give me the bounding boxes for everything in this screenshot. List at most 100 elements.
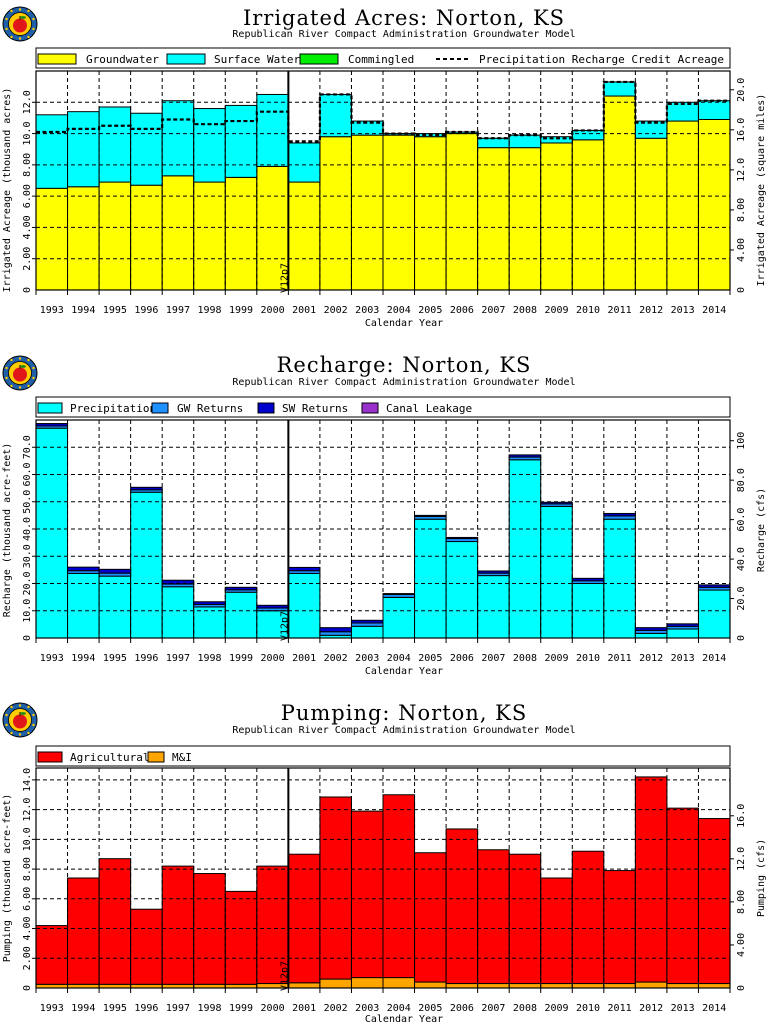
bar-agricultural-1995: [98, 858, 132, 985]
bar-groundwater-1999: [224, 176, 258, 291]
bar-precipitation-2014: [697, 589, 731, 639]
y-tick-label: 14.0: [22, 768, 33, 792]
bar-sw-returns-1999: [224, 586, 258, 591]
x-tick-label-2003: 2003: [355, 653, 379, 664]
x-axis-label: Calendar Year: [365, 666, 443, 677]
legend-swatch-commingled: [299, 53, 339, 65]
bar-mi-2003: [350, 977, 384, 989]
bar-sw-returns-2006: [445, 536, 479, 540]
bar-mi-2005: [414, 981, 447, 989]
y2-tick-label-zero: 0: [736, 985, 747, 991]
apple-logo-icon: [2, 6, 38, 42]
bar-precipitation-2012: [634, 632, 668, 639]
bar-surface-water-2008: [508, 134, 542, 149]
legend-swatch-sw-returns: [257, 402, 275, 414]
bar-precipitation-1996: [130, 491, 163, 639]
bar-surface-water-2002: [319, 93, 352, 138]
bar-groundwater-1994: [67, 186, 100, 291]
bar-precipitation-2004: [382, 596, 416, 639]
bar-agricultural-1993: [35, 925, 69, 985]
bar-surface-water-1995: [98, 106, 132, 183]
bar-groundwater-2011: [603, 95, 636, 291]
bar-agricultural-1997: [161, 865, 195, 985]
y-tick-label: 12.0: [22, 90, 33, 114]
x-tick-label-2002: 2002: [324, 1003, 348, 1014]
plot-frame: [35, 767, 731, 989]
x-tick-label-2005: 2005: [418, 653, 442, 664]
x-tick-label-1999: 1999: [229, 653, 253, 664]
x-tick-label-2014: 2014: [702, 305, 726, 316]
bar-precipitation-2008: [508, 459, 542, 639]
bar-agricultural-2013: [666, 807, 699, 985]
bar-mi-2009: [540, 983, 573, 989]
bar-mi-2014: [697, 983, 731, 989]
bar-sw-returns-2001: [287, 566, 321, 572]
x-tick-label-1993: 1993: [40, 305, 64, 316]
y2-axis-label: Pumping (cfs): [756, 839, 767, 917]
bar-groundwater-2008: [508, 147, 542, 291]
bar-precipitation-2011: [603, 518, 636, 639]
bar-mi-2002: [319, 978, 352, 989]
x-tick-label-2012: 2012: [639, 653, 663, 664]
bar-surface-water-2013: [666, 101, 699, 122]
legend-label-mi: M&I: [172, 751, 192, 764]
x-axis-label: Calendar Year: [365, 318, 443, 329]
x-tick-label-2010: 2010: [576, 1003, 600, 1014]
legend-label-groundwater: Groundwater: [86, 53, 159, 66]
bar-surface-water-2010: [571, 129, 605, 141]
legend-swatch-surface-water: [166, 53, 206, 65]
bar-sw-returns-2013: [666, 623, 699, 627]
bar-surface-water-1996: [130, 112, 163, 186]
y-tick-label: 2.00: [22, 247, 33, 271]
x-tick-label-1995: 1995: [103, 1003, 127, 1014]
y-tick-label: 8.00: [22, 857, 33, 881]
bar-surface-water-1999: [224, 104, 258, 178]
y2-tick-label: 60.0: [736, 508, 747, 532]
y2-tick-label: 4.00: [736, 933, 747, 957]
y2-tick-label: 100: [736, 432, 747, 450]
bar-sw-returns-1993: [35, 423, 69, 427]
x-tick-label-2009: 2009: [544, 653, 568, 664]
bar-sw-returns-2009: [540, 501, 573, 505]
bar-groundwater-2004: [382, 134, 416, 291]
bar-agricultural-2005: [414, 852, 447, 983]
x-tick-label-2006: 2006: [450, 305, 474, 316]
x-tick-label-1996: 1996: [134, 653, 158, 664]
y-tick-label: 6.00: [22, 887, 33, 911]
x-tick-label-2006: 2006: [450, 653, 474, 664]
x-tick-label-2001: 2001: [292, 653, 316, 664]
bar-mi-2011: [603, 983, 636, 989]
x-tick-label-2001: 2001: [292, 305, 316, 316]
bar-surface-water-2011: [603, 81, 636, 97]
bar-groundwater-2001: [287, 181, 321, 291]
bar-groundwater-2006: [445, 133, 479, 291]
x-tick-label-1997: 1997: [166, 305, 190, 316]
y-tick-label: 2.00: [22, 946, 33, 970]
x-tick-label-2008: 2008: [513, 1003, 537, 1014]
bar-agricultural-2001: [287, 853, 321, 984]
y2-tick-label: 8.00: [736, 198, 747, 222]
x-tick-label-2010: 2010: [576, 653, 600, 664]
x-tick-label-2000: 2000: [261, 1003, 285, 1014]
y-tick-label: 10.0: [22, 122, 33, 146]
x-tick-label-2003: 2003: [355, 305, 379, 316]
bar-surface-water-2001: [287, 142, 321, 183]
plot-area: [35, 420, 731, 639]
model-version-marker-label: V12p7: [279, 961, 290, 991]
bar-surface-water-1994: [67, 111, 100, 188]
x-tick-label-1996: 1996: [134, 305, 158, 316]
x-tick-label-1999: 1999: [229, 305, 253, 316]
x-tick-label-2011: 2011: [608, 653, 632, 664]
y-tick-label: 50.0: [22, 490, 33, 514]
y-tick-label: 30.0: [22, 544, 33, 568]
bar-agricultural-2010: [571, 850, 605, 985]
chart-subtitle: Republican River Compact Administration …: [232, 29, 575, 40]
y2-tick-label: 12.0: [736, 847, 747, 871]
bar-agricultural-2003: [350, 810, 384, 979]
x-tick-label-2013: 2013: [671, 305, 695, 316]
bar-sw-returns-2011: [603, 512, 636, 517]
legend-box: [35, 745, 731, 767]
y-axis-label: Irrigated Acreage (thousand acres): [2, 88, 13, 293]
x-tick-label-2000: 2000: [261, 653, 285, 664]
y-tick-label: 60.0: [22, 462, 33, 486]
